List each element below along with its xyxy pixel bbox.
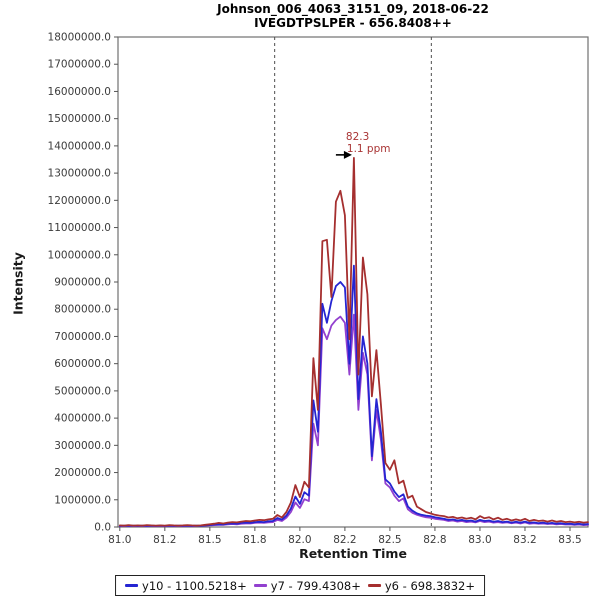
- x-tick-label: 83.5: [558, 534, 581, 546]
- x-tick-label: 82.8: [423, 534, 446, 546]
- x-tick-label: 81.2: [153, 534, 176, 546]
- peak-ppm-label: 1.1 ppm: [347, 143, 391, 155]
- y-tick-label: 8000000.0: [54, 304, 111, 316]
- y-tick-label: 3000000.0: [54, 440, 111, 452]
- legend-swatch-y6: [367, 584, 381, 587]
- x-tick-label: 81.5: [198, 534, 221, 546]
- y-tick-label: 13000000.0: [48, 168, 111, 180]
- y-tick-label: 18000000.0: [48, 32, 111, 44]
- legend-swatch-y7: [253, 584, 267, 587]
- x-tick-label: 81.8: [243, 534, 266, 546]
- x-axis-ticks: 81.0 81.2 81.5 81.8 82.0 82.2 82.5 82.8 83.0 83.2…: [108, 527, 582, 546]
- y-tick-label: 17000000.0: [48, 59, 111, 71]
- x-tick-label: 83.2: [513, 534, 536, 546]
- trace-y10[interactable]: [118, 264, 589, 527]
- y-tick-label: 10000000.0: [48, 249, 111, 261]
- legend-item-y7: y7 - 799.4308+: [253, 578, 361, 593]
- chart-title-line1: Johnson_006_4063_3151_09, 2018-06-22: [217, 2, 489, 16]
- x-tick-label: 82.0: [288, 534, 311, 546]
- y-tick-label: 7000000.0: [54, 331, 111, 343]
- x-tick-label: 82.5: [378, 534, 401, 546]
- legend-item-y6: y6 - 698.3832+: [367, 578, 475, 593]
- legend-label-y7: y7 - 799.4308+: [270, 578, 361, 593]
- x-tick-label: 83.0: [468, 534, 491, 546]
- y-tick-label: 0.0: [94, 522, 111, 534]
- trace-y7[interactable]: [118, 313, 589, 528]
- y-axis-ticks: 0.0 1000000.0 2000000.0 3000000.0 4000000.0 5…: [48, 32, 118, 534]
- y-tick-label: 16000000.0: [48, 86, 111, 98]
- legend-label-y10: y10 - 1100.5218+: [142, 578, 247, 593]
- x-tick-label: 82.2: [333, 534, 356, 546]
- trace-y6[interactable]: [118, 156, 589, 527]
- y-tick-label: 2000000.0: [54, 467, 111, 479]
- y-tick-label: 9000000.0: [54, 277, 111, 289]
- legend: y10 - 1100.5218+ y7 - 799.4308+ y6 - 698.3…: [115, 575, 485, 596]
- chart-title-line2: IVEGDTPSLPER - 656.8408++: [254, 16, 452, 30]
- apex-flag-icon: [343, 150, 352, 159]
- peak-rt-label: 82.3: [346, 131, 369, 143]
- y-tick-label: 1000000.0: [54, 494, 111, 506]
- legend-item-y10: y10 - 1100.5218+: [125, 579, 247, 593]
- legend-label-y6: y6 - 698.3832+: [384, 578, 475, 593]
- y-tick-label: 5000000.0: [54, 385, 111, 397]
- y-tick-label: 4000000.0: [54, 413, 111, 425]
- y-tick-label: 14000000.0: [48, 140, 111, 152]
- y-tick-label: 12000000.0: [48, 195, 111, 207]
- y-tick-label: 11000000.0: [48, 222, 111, 234]
- y-tick-label: 6000000.0: [54, 358, 111, 370]
- y-tick-label: 15000000.0: [48, 113, 111, 125]
- x-axis-title: Retention Time: [299, 546, 407, 561]
- x-tick-label: 81.0: [108, 534, 131, 546]
- legend-swatch-y10: [125, 584, 139, 587]
- chart-title: Johnson_006_4063_3151_09, 2018-06-22 IVE…: [118, 2, 588, 30]
- peak-annotation[interactable]: 82.31.1 ppm: [335, 131, 391, 159]
